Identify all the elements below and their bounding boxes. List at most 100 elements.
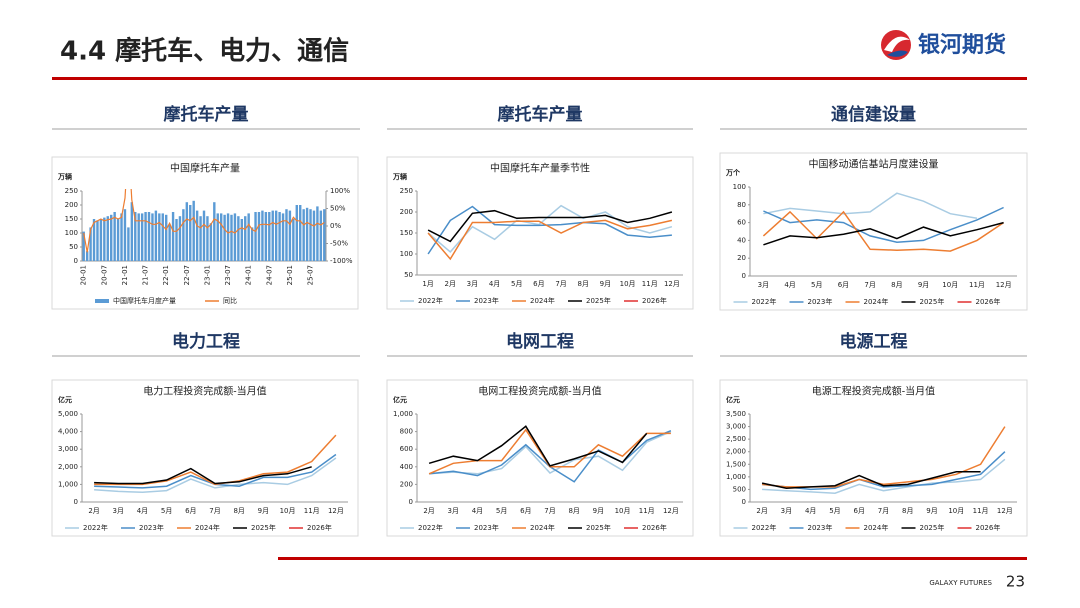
bar [230,214,233,261]
x-tick-label: 10月 [615,507,631,515]
y-tick-label: 500 [733,485,746,493]
bar [192,200,195,261]
bar [89,227,92,261]
bar [137,213,140,261]
bar [305,207,309,261]
bar [123,209,127,261]
y-axis-unit: 亿元 [393,395,407,404]
section-rule [720,355,1027,357]
bar [250,227,254,261]
x-tick-label: 5月 [496,507,507,515]
legend-label: 中国摩托车月度产量 [113,296,176,305]
line-series [83,189,325,253]
bar [312,210,316,261]
bar [302,209,305,261]
y-tick-label: 2,000 [726,448,746,456]
bar [268,212,271,261]
line-series [427,209,673,243]
line-series [763,221,1004,246]
section-rule [720,128,1027,130]
bar [185,202,189,261]
x-tick-label: 1月 [422,280,433,288]
line-series [94,434,337,486]
line-series [762,458,1006,494]
y-tick-label: 60 [737,219,746,227]
legend-label: 2023年 [808,523,833,532]
bar [254,212,257,261]
bar [147,212,151,261]
legend-label: 2026年 [976,523,1001,532]
legend-label: 2024年 [195,523,220,532]
x-tick-label: 12月 [997,507,1013,515]
x-tick-label: 4月 [805,507,816,515]
y-tick-label: 200 [400,480,413,488]
x-tick-label: 8月 [233,507,244,515]
bar [209,223,213,261]
x-tick-label: 4月 [784,281,795,289]
legend-label: 2026年 [307,523,332,532]
y-tick-label: 250 [65,187,78,195]
legend-label: 2023年 [808,297,833,306]
section-title: 电力工程 [172,331,240,352]
section-title: 电网工程 [506,331,574,352]
x-tick-label: 12月 [664,280,680,288]
x-tick-label: 21-07 [142,265,150,285]
x-tick-label: 9月 [258,507,269,515]
x-tick-label: 12月 [663,507,679,515]
bar [199,216,202,261]
x-tick-label: 8月 [902,507,913,515]
x-tick-label: 4月 [137,507,148,515]
bar [164,214,168,261]
bar [244,216,247,261]
x-tick-label: 12月 [328,507,344,515]
x-tick-label: 5月 [511,280,522,288]
bar [216,213,219,261]
y-tick-label: 100 [733,183,746,191]
bar [116,219,120,261]
y-tick-label: 3,000 [58,445,78,453]
slide-title: 4.4 摩托车、电力、通信 [60,36,349,67]
y-tick-label: 1,500 [726,460,746,468]
legend-label: 2025年 [586,296,611,305]
bar [299,205,302,261]
x-tick-label: 3月 [758,281,769,289]
legend-label: 2023年 [139,523,164,532]
x-tick-label: 11月 [639,507,655,515]
y-tick-label: 100 [400,250,413,258]
y-tick-label: 50 [69,243,78,251]
y-axis-unit: 亿元 [58,395,72,404]
bar [99,219,103,261]
bar [219,213,223,261]
y2-tick-label: 50% [330,205,346,213]
bar [226,213,230,261]
y-tick-label: 3,000 [726,423,746,431]
x-tick-label: 3月 [448,507,459,515]
section-title: 通信建设量 [831,104,916,125]
x-tick-label: 22-01 [162,265,170,285]
y-tick-label: 0 [742,272,746,280]
bar [309,209,312,261]
bar [247,213,250,261]
chart-frame [386,156,694,310]
legend-label: 2025年 [251,523,276,532]
x-tick-label: 4月 [489,280,500,288]
y-tick-label: 0 [409,498,413,506]
y-tick-label: 20 [737,254,746,262]
x-tick-label: 11月 [973,507,989,515]
bar [127,227,130,261]
bar [110,214,113,261]
bar [278,212,281,261]
bar [175,219,178,261]
bar [96,220,99,261]
x-tick-label: 2月 [88,507,99,515]
bar [134,212,137,261]
x-tick-label: 6月 [533,280,544,288]
bar [271,210,274,261]
x-tick-label: 4月 [472,507,483,515]
chart-title: 电力工程投资完成额-当月值 [143,385,266,398]
x-tick-label: 10月 [620,280,636,288]
x-tick-label: 8月 [568,507,579,515]
x-tick-label: 8月 [891,281,902,289]
line-series [428,425,648,467]
chart-title: 电网工程投资完成额-当月值 [478,385,601,398]
